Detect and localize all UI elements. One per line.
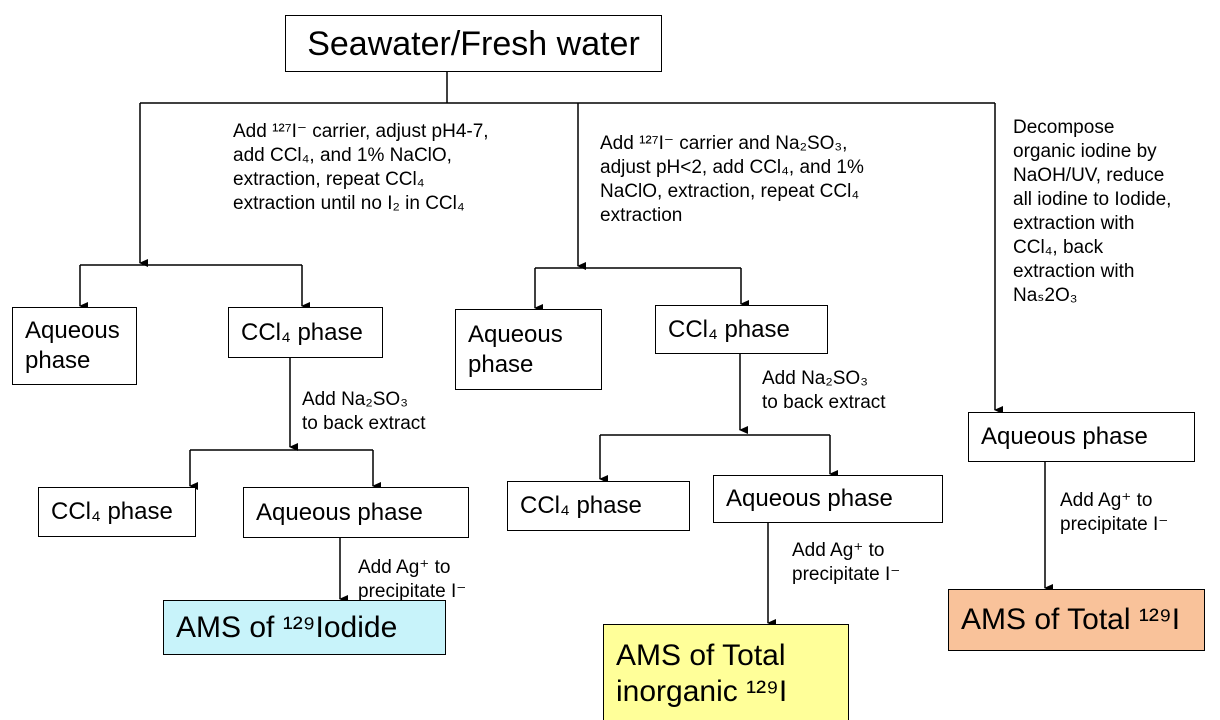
note-line: NaClO, extraction, repeat CCl₄ [600, 181, 860, 202]
box-label: AMS of Total ¹²⁹I [961, 603, 1181, 636]
note-line: organic iodine by [1013, 141, 1157, 162]
process-box: Aqueous phase [968, 412, 1195, 462]
note-line: Add Na₂SO₃ [762, 368, 868, 389]
note-line: all iodine to Iodide, [1013, 189, 1172, 210]
note-line: Naₛ2O₃ [1013, 285, 1078, 306]
process-box: Aqueous phase [455, 309, 602, 390]
note-line: extraction until no I₂ in CCl₄ [233, 193, 465, 214]
box-label: CCl₄ phase [668, 315, 790, 343]
step-note: Add ¹²⁷I⁻ carrier and Na₂SO₃, adjust pH<2… [600, 132, 864, 228]
box-label: CCl₄ phase [241, 318, 363, 346]
box-label: Aqueous phase [726, 485, 893, 512]
note-line: Add ¹²⁷I⁻ carrier and Na₂SO₃, [600, 133, 848, 154]
note-line: Add Ag⁺ to [1060, 490, 1153, 511]
process-box: Aqueous phase [713, 475, 943, 523]
box-label: Aqueous phase [981, 423, 1148, 450]
note-line: to back extract [302, 413, 426, 434]
note-line: Add ¹²⁷I⁻ carrier, adjust pH4-7, [233, 121, 489, 142]
box-label: Seawater/Fresh water [307, 24, 640, 63]
process-box: Seawater/Fresh water [285, 15, 662, 72]
step-note: Add Na₂SO₃ to back extract [762, 367, 886, 415]
process-box: AMS of Total ¹²⁹I [948, 589, 1205, 651]
process-box: CCl₄ phase [507, 481, 690, 531]
note-line: precipitate I⁻ [792, 564, 901, 585]
note-line: add CCl₄, and 1% NaClO, [233, 145, 452, 166]
box-label: AMS of Total [616, 639, 786, 672]
process-box: CCl₄ phase [38, 487, 196, 537]
box-label: Aqueous phase [256, 498, 423, 526]
process-box: CCl₄ phase [228, 307, 383, 358]
step-note: Add Ag⁺ to precipitate I⁻ [1060, 489, 1168, 537]
step-note: Add ¹²⁷I⁻ carrier, adjust pH4-7, add CCl₄… [233, 120, 489, 216]
box-label: phase [468, 350, 534, 378]
step-note: Decompose organic iodine by NaOH/UV, reduc… [1013, 116, 1171, 308]
note-line: Add Ag⁺ to [792, 540, 885, 561]
note-line: precipitate I⁻ [358, 581, 467, 602]
process-box: CCl₄ phase [655, 305, 828, 354]
box-label: phase [25, 347, 91, 374]
process-box: Aqueous phase [12, 307, 137, 385]
note-line: extraction, repeat CCl₄ [233, 169, 425, 190]
step-note: Add Ag⁺ to precipitate I⁻ [358, 556, 466, 604]
process-box: AMS of ¹²⁹Iodide [163, 600, 446, 655]
box-label: CCl₄ phase [51, 498, 173, 525]
note-line: Add Na₂SO₃ [302, 389, 408, 410]
note-line: precipitate I⁻ [1060, 514, 1169, 535]
note-line: extraction [600, 205, 683, 226]
box-label: inorganic ¹²⁹I [616, 675, 788, 708]
note-line: adjust pH<2, add CCl₄, and 1% [600, 157, 864, 178]
note-line: extraction with [1013, 213, 1135, 234]
step-note: Add Ag⁺ to precipitate I⁻ [792, 539, 900, 587]
note-line: extraction with [1013, 261, 1135, 282]
note-line: Decompose [1013, 117, 1115, 138]
note-line: CCl₄, back [1013, 237, 1104, 258]
process-box: Aqueous phase [243, 487, 469, 538]
box-label: Aqueous [468, 320, 563, 348]
step-note: Add Na₂SO₃ to back extract [302, 388, 426, 436]
process-box: AMS of Total inorganic ¹²⁹I [603, 624, 849, 720]
note-line: Add Ag⁺ to [358, 557, 451, 578]
box-label: CCl₄ phase [520, 492, 642, 519]
box-label: AMS of ¹²⁹Iodide [176, 610, 398, 644]
box-label: Aqueous [25, 317, 120, 344]
note-line: to back extract [762, 392, 886, 413]
note-line: NaOH/UV, reduce [1013, 165, 1165, 186]
